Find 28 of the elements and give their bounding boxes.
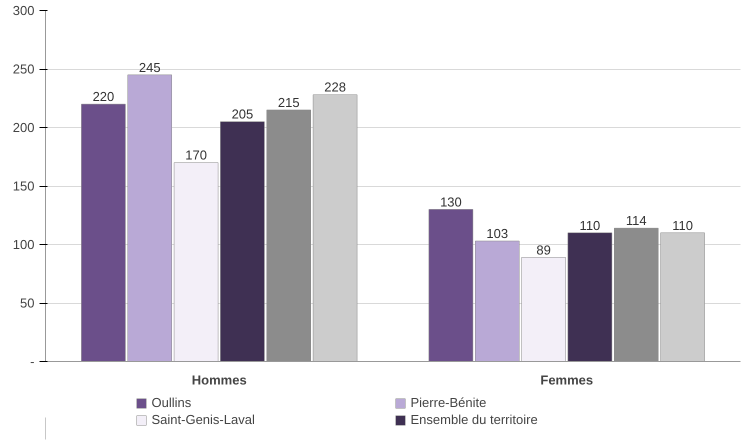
data-label: 114 — [626, 213, 647, 228]
data-label: 110 — [580, 218, 600, 233]
legend-label: Saint-Genis-Laval — [152, 412, 256, 427]
data-label: 220 — [92, 89, 114, 104]
bar — [312, 94, 358, 362]
data-label: 205 — [232, 106, 254, 122]
y-tick-label: 150 — [12, 178, 35, 194]
legend-label: Pierre-Bénite — [410, 395, 488, 410]
data-label: 130 — [440, 194, 462, 210]
y-tick-label: 200 — [12, 120, 35, 135]
data-label: 103 — [486, 226, 508, 241]
x-tick-label: Hommes — [192, 372, 247, 388]
legend-label: Ensemble du territoire — [410, 412, 539, 427]
data-label: 170 — [185, 148, 207, 163]
y-tick-label: 250 — [12, 62, 35, 76]
data-label: 89 — [536, 242, 551, 258]
x-tick-label: Femmes — [540, 372, 594, 388]
legend-label: Oullins — [152, 395, 192, 410]
y-tick-label: 50 — [20, 296, 35, 310]
y-tick-label: 300 — [12, 3, 35, 18]
bar — [127, 74, 172, 362]
data-label: 110 — [672, 218, 693, 233]
bar — [81, 104, 126, 362]
data-label: 215 — [278, 94, 300, 110]
data-label: 245 — [138, 60, 161, 75]
data-label: 228 — [324, 80, 346, 95]
y-tick-label: 100 — [12, 237, 35, 252]
y-tick-label: - — [30, 354, 35, 369]
